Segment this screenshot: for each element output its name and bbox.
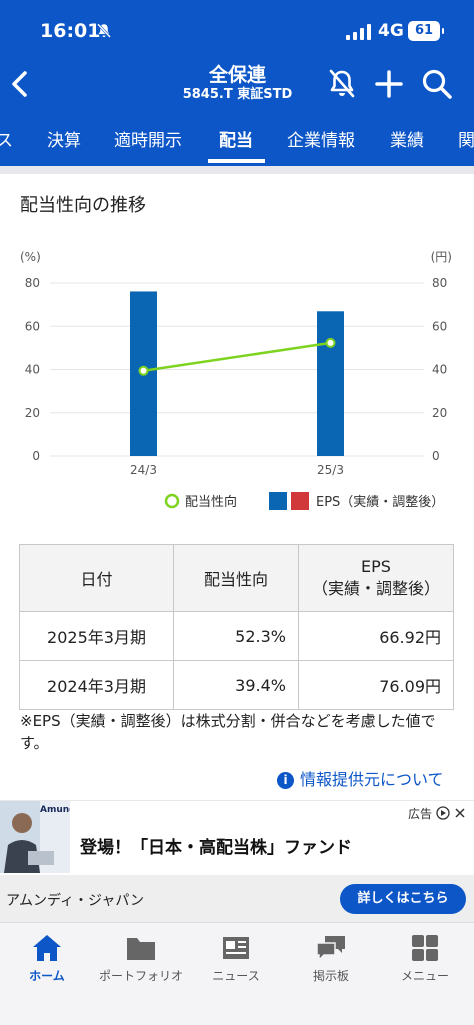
nav-portfolio[interactable]: ポートフォリオ (94, 933, 188, 984)
active-tab-indicator (208, 159, 265, 163)
status-time: 16:01 (40, 20, 101, 42)
dividend-table: 日付 配当性向 EPS （実績・調整後） 2025年3月期 52.3% 66.9… (19, 544, 454, 710)
table-header-row: 日付 配当性向 EPS （実績・調整後） (19, 544, 454, 612)
legend-eps-alt-swatch (291, 492, 309, 510)
chat-icon (316, 936, 345, 962)
left-axis-unit: (%) (20, 250, 41, 264)
nav-home-label: ホーム (29, 969, 65, 983)
row-date: 2024年3月期 (19, 660, 174, 710)
nav-news[interactable]: ニュース (189, 933, 283, 984)
add-icon[interactable] (375, 70, 403, 98)
home-icon (33, 935, 61, 961)
section-divider (0, 166, 474, 174)
payout-ratio-point (325, 337, 336, 348)
ad-brand: Amundi (40, 805, 70, 815)
ad-headline[interactable]: 登場！「日本・高配当株」ファンド (80, 838, 352, 858)
ad-advertiser: アムンディ・ジャパン (6, 893, 145, 909)
x-tick-label: 24/3 (130, 463, 157, 477)
payout-ratio-point (138, 365, 149, 376)
legend-eps-label: EPS（実績・調整後） (316, 494, 444, 510)
data-source-link-label: 情報提供元について (300, 770, 444, 789)
row-eps: 66.92円 (298, 611, 454, 661)
company-name: 全保連 (208, 64, 266, 86)
notification-off-icon[interactable] (327, 68, 357, 100)
ad-cta-button[interactable]: 詳しくはこちら (340, 884, 466, 914)
tab-earnings[interactable]: 決算 (47, 131, 81, 151)
left-tick-label: 60 (25, 319, 40, 333)
left-tick-label: 80 (25, 276, 40, 290)
close-ad-icon[interactable] (454, 807, 466, 819)
right-tick-label: 20 (432, 406, 447, 420)
right-tick-label: 0 (432, 449, 440, 463)
bottom-nav: ホーム ポートフォリオ ニュース 掲示板 メニュー (0, 922, 474, 1025)
payout-ratio-line (143, 341, 331, 373)
ad-image[interactable]: Amundi (0, 801, 70, 873)
network-label: 4G (378, 21, 404, 41)
tab-performance[interactable]: 業績 (390, 131, 424, 151)
nav-board[interactable]: 掲示板 (284, 933, 378, 984)
tab-dividend[interactable]: 配当 (219, 131, 253, 151)
row-payout-ratio: 39.4% (173, 660, 299, 710)
tab-partial-right[interactable]: 関 (458, 131, 474, 151)
grid-icon (412, 935, 438, 961)
back-arrow-icon[interactable] (6, 66, 34, 102)
right-tick-label: 80 (432, 276, 447, 290)
left-tick-label: 20 (25, 406, 40, 420)
news-icon (223, 937, 249, 959)
ad-photo-icon (0, 801, 70, 873)
left-tick-label: 0 (32, 449, 40, 463)
tab-disclosure[interactable]: 適時開示 (114, 131, 182, 151)
header-date: 日付 (19, 544, 174, 612)
nav-portfolio-label: ポートフォリオ (98, 969, 183, 983)
stock-title: 全保連 5845.T 東証STD (140, 63, 335, 103)
tab-bar: ス 決算 適時開示 配当 企業情報 業績 関 (0, 118, 474, 166)
eps-bar (317, 311, 344, 456)
ticker-label: 5845.T 東証STD (182, 87, 293, 102)
silent-mode-icon (97, 23, 111, 38)
data-source-link[interactable]: i 情報提供元について (277, 766, 444, 790)
eps-footnote: ※EPS（実績・調整後）は株式分割・併合などを考慮した値です。 (20, 712, 436, 752)
tab-company-info[interactable]: 企業情報 (287, 131, 355, 151)
table-row: 2025年3月期 52.3% 66.92円 (19, 611, 454, 661)
table-row: 2024年3月期 39.4% 76.09円 (19, 660, 454, 710)
section-title: 配当性向の推移 (20, 195, 146, 216)
row-payout-ratio: 52.3% (173, 611, 299, 661)
nav-board-label: 掲示板 (312, 969, 349, 983)
header-eps-title: EPS (361, 557, 391, 576)
info-icon: i (277, 772, 294, 789)
folder-icon (127, 938, 155, 960)
nav-home[interactable]: ホーム (0, 933, 94, 984)
header-eps: EPS （実績・調整後） (298, 544, 454, 612)
tab-partial-left[interactable]: ス (0, 131, 13, 151)
left-tick-label: 40 (25, 363, 40, 377)
row-date: 2025年3月期 (19, 611, 174, 661)
ad-label[interactable]: 広告 (408, 805, 466, 822)
legend-line-marker (164, 493, 180, 509)
legend-payout-label: 配当性向 (185, 494, 237, 510)
right-axis-unit: (円) (431, 250, 452, 264)
header-eps-sub: （実績・調整後） (311, 579, 440, 598)
nav-menu-label: メニュー (400, 969, 449, 983)
payout-ratio-chart: (%) (円) 0 0 20 20 40 40 60 60 80 80 24/3 25/3 配当性向 EPS（… (20, 250, 452, 510)
signal-icon (346, 24, 371, 40)
status-bar: 16:01 4G 61 (0, 0, 474, 62)
ad-label-text: 広告 (408, 807, 433, 821)
right-tick-label: 40 (432, 363, 447, 377)
nav-news-label: ニュース (212, 969, 260, 983)
app-header: 16:01 4G 61 全保連 5845.T 東証STD (0, 0, 474, 166)
nav-menu[interactable]: メニュー (378, 933, 472, 984)
search-icon[interactable] (421, 68, 453, 100)
adchoices-icon[interactable] (436, 806, 450, 820)
battery-icon: 61 (408, 21, 444, 41)
row-eps: 76.09円 (298, 660, 454, 710)
ad-banner[interactable]: Amundi 広告 登場！「日本・高配当株」ファンド アムンディ・ジャパン 詳し… (0, 800, 474, 923)
x-tick-label: 25/3 (317, 463, 344, 477)
header-payout-ratio: 配当性向 (173, 544, 299, 612)
right-tick-label: 60 (432, 319, 447, 333)
legend-eps-swatch (269, 492, 287, 510)
